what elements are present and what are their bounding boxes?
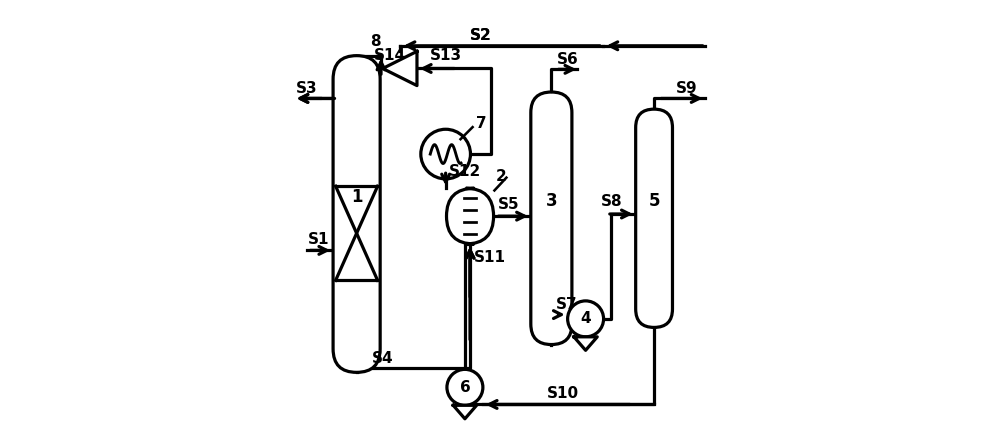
Text: S13: S13	[429, 48, 462, 63]
Text: S6: S6	[556, 52, 578, 67]
Text: S5: S5	[498, 197, 519, 212]
Text: 1: 1	[351, 188, 362, 206]
FancyBboxPatch shape	[636, 109, 672, 327]
Text: S12: S12	[449, 164, 481, 179]
FancyBboxPatch shape	[531, 92, 572, 345]
FancyBboxPatch shape	[446, 188, 494, 244]
Text: 4: 4	[580, 311, 591, 327]
Text: S8: S8	[601, 194, 622, 209]
Text: 2: 2	[496, 169, 506, 184]
FancyBboxPatch shape	[333, 56, 380, 372]
Text: S11: S11	[473, 250, 505, 265]
Text: S10: S10	[547, 386, 579, 401]
Polygon shape	[383, 51, 417, 86]
Text: S2: S2	[470, 28, 492, 43]
Text: S2: S2	[470, 28, 492, 43]
Circle shape	[447, 369, 483, 405]
Polygon shape	[453, 405, 477, 419]
Text: 5: 5	[648, 192, 660, 210]
Text: S9: S9	[675, 81, 697, 96]
Text: 7: 7	[476, 116, 486, 131]
Circle shape	[568, 301, 604, 337]
Text: 6: 6	[460, 380, 470, 395]
Text: S1: S1	[308, 232, 330, 247]
Text: S4: S4	[372, 351, 393, 366]
Text: S14: S14	[374, 48, 406, 63]
Text: 3: 3	[546, 192, 557, 210]
Circle shape	[421, 129, 470, 179]
Text: 8: 8	[370, 34, 381, 49]
Polygon shape	[574, 337, 597, 350]
Text: S7: S7	[556, 297, 577, 312]
Text: S3: S3	[295, 81, 317, 96]
